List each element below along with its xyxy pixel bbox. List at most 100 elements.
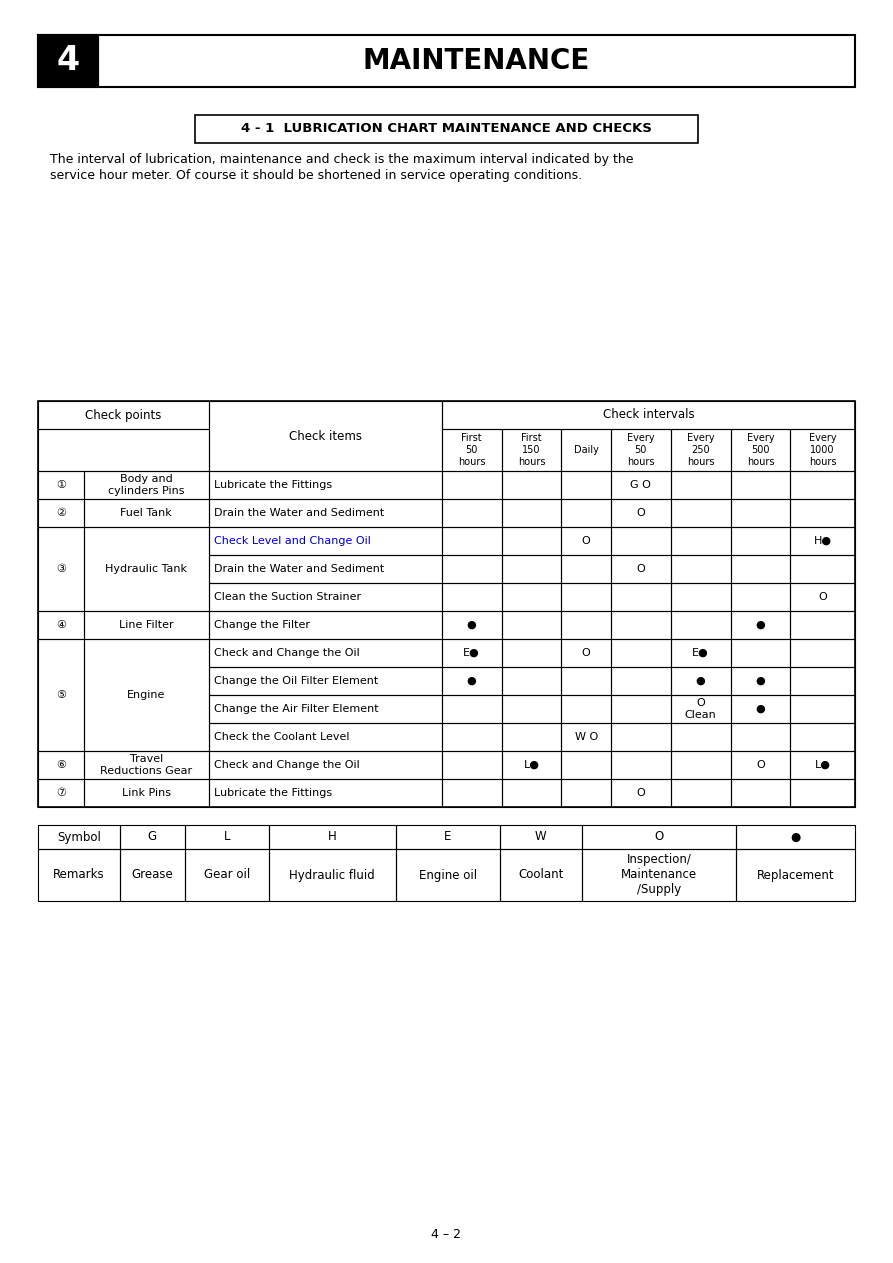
- Text: Every
1000
hours: Every 1000 hours: [809, 433, 837, 466]
- Text: Clean the Suction Strainer: Clean the Suction Strainer: [214, 592, 361, 602]
- Text: ⑦: ⑦: [55, 788, 66, 798]
- Text: Remarks: Remarks: [53, 869, 104, 882]
- Bar: [442, 429, 502, 471]
- Bar: [209, 499, 442, 527]
- Text: O: O: [581, 648, 590, 658]
- Text: Change the Oil Filter Element: Change the Oil Filter Element: [214, 676, 379, 686]
- Text: Fuel Tank: Fuel Tank: [121, 508, 172, 518]
- Bar: [611, 584, 671, 611]
- Text: Travel
Reductions Gear: Travel Reductions Gear: [100, 754, 192, 775]
- Bar: [611, 779, 671, 807]
- Bar: [562, 639, 611, 667]
- Text: Line Filter: Line Filter: [119, 620, 173, 630]
- Text: E●: E●: [463, 648, 480, 658]
- Bar: [730, 751, 790, 779]
- Text: L●: L●: [523, 760, 539, 770]
- Bar: [790, 695, 855, 722]
- Bar: [790, 527, 855, 554]
- Text: Replacement: Replacement: [756, 869, 834, 882]
- Text: G O: G O: [630, 480, 651, 490]
- Text: O: O: [637, 565, 645, 573]
- Bar: [562, 667, 611, 695]
- Bar: [611, 499, 671, 527]
- Bar: [38, 35, 98, 87]
- Bar: [209, 554, 442, 584]
- Bar: [38, 400, 855, 807]
- Bar: [209, 722, 442, 751]
- Bar: [442, 471, 502, 499]
- Text: Link Pins: Link Pins: [121, 788, 171, 798]
- Bar: [790, 751, 855, 779]
- Bar: [502, 722, 562, 751]
- Bar: [38, 527, 84, 611]
- Bar: [671, 554, 730, 584]
- Bar: [38, 779, 84, 807]
- Bar: [209, 584, 442, 611]
- Bar: [442, 611, 502, 639]
- Bar: [671, 751, 730, 779]
- Bar: [209, 471, 442, 499]
- Bar: [562, 779, 611, 807]
- Bar: [562, 584, 611, 611]
- Bar: [730, 611, 790, 639]
- Bar: [730, 722, 790, 751]
- Bar: [84, 471, 209, 499]
- Bar: [84, 639, 209, 751]
- Text: Grease: Grease: [131, 869, 173, 882]
- Bar: [500, 849, 581, 901]
- Text: MAINTENANCE: MAINTENANCE: [363, 47, 590, 75]
- Bar: [790, 639, 855, 667]
- Bar: [442, 695, 502, 722]
- Text: O: O: [818, 592, 827, 602]
- Bar: [611, 722, 671, 751]
- Bar: [790, 554, 855, 584]
- Bar: [790, 611, 855, 639]
- Text: ⑥: ⑥: [55, 760, 66, 770]
- Bar: [502, 695, 562, 722]
- Bar: [84, 527, 209, 611]
- Bar: [611, 639, 671, 667]
- Bar: [562, 722, 611, 751]
- Text: W O: W O: [574, 733, 597, 741]
- Bar: [581, 849, 736, 901]
- Bar: [185, 849, 269, 901]
- Bar: [84, 751, 209, 779]
- Text: L: L: [223, 831, 230, 844]
- Bar: [269, 849, 396, 901]
- Bar: [730, 554, 790, 584]
- Text: H●: H●: [814, 536, 831, 546]
- Bar: [38, 471, 84, 499]
- Text: E●: E●: [692, 648, 709, 658]
- Text: Check items: Check items: [288, 429, 362, 442]
- Bar: [442, 499, 502, 527]
- Bar: [442, 554, 502, 584]
- Bar: [502, 527, 562, 554]
- Bar: [790, 722, 855, 751]
- Bar: [611, 695, 671, 722]
- Bar: [730, 639, 790, 667]
- Bar: [442, 584, 502, 611]
- Text: ●: ●: [790, 831, 801, 844]
- Bar: [581, 825, 736, 849]
- Text: Every
50
hours: Every 50 hours: [627, 433, 655, 466]
- Text: Engine: Engine: [127, 690, 165, 700]
- Bar: [671, 584, 730, 611]
- Bar: [502, 584, 562, 611]
- Text: Every
250
hours: Every 250 hours: [687, 433, 714, 466]
- Bar: [730, 779, 790, 807]
- Bar: [502, 499, 562, 527]
- Bar: [502, 611, 562, 639]
- Text: Change the Air Filter Element: Change the Air Filter Element: [214, 703, 379, 714]
- Bar: [502, 554, 562, 584]
- Bar: [396, 849, 500, 901]
- Bar: [209, 611, 442, 639]
- Bar: [120, 825, 185, 849]
- Bar: [502, 429, 562, 471]
- Text: ②: ②: [55, 508, 66, 518]
- Text: service hour meter. Of course it should be shortened in service operating condit: service hour meter. Of course it should …: [50, 168, 582, 182]
- Bar: [671, 429, 730, 471]
- Text: Daily: Daily: [573, 445, 598, 455]
- Text: G: G: [148, 831, 157, 844]
- Bar: [84, 611, 209, 639]
- Text: ●: ●: [696, 676, 705, 686]
